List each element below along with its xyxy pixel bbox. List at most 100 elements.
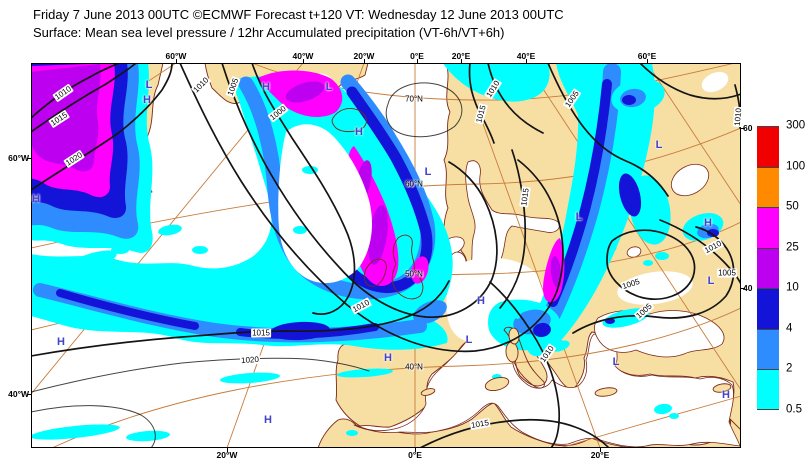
edge-label-left: 60°W <box>8 153 29 163</box>
isobar-label: 1010 <box>732 106 744 128</box>
pressure-center-high: H <box>384 352 392 364</box>
barents-gap <box>701 71 729 93</box>
chart-subtitle: Surface: Mean sea level pressure / 12hr … <box>33 25 505 40</box>
legend-value: 100 <box>786 159 806 172</box>
island-cyprus <box>712 383 732 393</box>
parallel-60n <box>32 127 740 249</box>
precip-spot <box>192 246 208 254</box>
precip-spot <box>669 413 679 419</box>
legend-segment <box>757 328 779 369</box>
parallel-40n <box>53 307 740 447</box>
latitude-label: 70°N <box>405 94 423 104</box>
isobar-label: 1015 <box>251 328 271 338</box>
pressure-center-high: H <box>704 217 712 229</box>
isobar-1020-closed <box>32 405 156 447</box>
tick-top <box>647 59 648 63</box>
chart-title: Friday 7 June 2013 00UTC ©ECMWF Forecast… <box>33 7 564 22</box>
tick-top <box>176 59 177 63</box>
isobar-1020-atlantic <box>32 357 370 393</box>
tick-left <box>27 158 31 159</box>
pressure-center-low: L <box>465 334 473 346</box>
precip-spot <box>337 368 393 378</box>
pressure-center-high: H <box>355 126 363 138</box>
tick-top <box>303 59 304 63</box>
latitude-label: 50°N <box>405 269 423 279</box>
map-canvas <box>32 64 740 447</box>
latitude-label: 40°N <box>405 362 423 372</box>
tick-top <box>461 59 462 63</box>
pressure-center-high: H <box>477 295 485 307</box>
island-crete <box>594 387 618 397</box>
isobar-1005-east-low <box>606 229 696 300</box>
precip-whitesea-blue4 <box>707 229 719 237</box>
edge-label-bottom: 20°W <box>216 450 238 460</box>
precip-spot <box>654 403 672 415</box>
pressure-center-low: L <box>424 166 432 178</box>
tick-left <box>27 394 31 395</box>
coast-ireland <box>363 258 387 287</box>
coast-detail-layer <box>331 107 732 397</box>
coast-iceland <box>331 107 367 133</box>
legend-segment <box>757 247 779 288</box>
legend-value: 50 <box>786 200 799 213</box>
coast-great-britain <box>391 234 424 300</box>
spiral-eye <box>278 124 372 284</box>
precip-spot <box>643 260 653 266</box>
precip-france-blue <box>413 300 447 324</box>
edge-label-top: 20°W <box>353 51 375 61</box>
precip-spot <box>655 252 669 260</box>
pressure-center-low: L <box>707 275 715 287</box>
meridian-40e <box>526 64 740 390</box>
precip-spot <box>140 266 160 274</box>
precip-spiral-cyan <box>32 76 453 350</box>
isobar-1010-right-edge <box>734 84 740 129</box>
isobar-1005-west <box>221 64 498 318</box>
precip-spot <box>32 424 120 440</box>
white-sea <box>670 163 710 197</box>
isobar-1015-africa <box>420 418 610 447</box>
tick-top <box>417 59 418 63</box>
legend-value: 4 <box>786 321 793 334</box>
pressure-center-low: L <box>612 356 620 368</box>
precip-ne-blue4 <box>622 95 636 105</box>
tick-right <box>741 288 745 289</box>
pressure-center-low: L <box>325 81 333 93</box>
tick-bottom <box>227 448 228 452</box>
pressure-center-high: H <box>143 94 151 106</box>
edge-label-right: 60 <box>743 123 753 133</box>
isobar-1010-scand <box>487 64 544 134</box>
isobar-1005-east <box>547 64 669 197</box>
edge-label-top: 0°E <box>410 51 424 61</box>
isobar-1010-russia <box>659 219 740 284</box>
legend-value: 10 <box>786 281 799 294</box>
island-sicily <box>484 376 510 392</box>
edge-label-top: 60°W <box>165 51 187 61</box>
pressure-center-low: L <box>655 139 663 151</box>
isobar-1015-atlantic <box>32 280 450 357</box>
precip-spot <box>293 226 307 234</box>
pressure-center-low: L <box>145 79 153 91</box>
edge-label-bottom: 20°E <box>590 450 610 460</box>
tick-bottom <box>600 448 601 452</box>
precip-spot <box>111 246 129 254</box>
precip-spot <box>346 430 358 436</box>
isobar-1015-baltic <box>499 149 527 309</box>
precip-spot <box>126 430 170 442</box>
edge-label-top: 40°E <box>516 51 536 61</box>
legend-segment <box>757 369 779 410</box>
precip-east-purple <box>550 256 562 288</box>
legend-color-bar <box>757 126 779 410</box>
pressure-center-high: H <box>722 389 730 401</box>
pressure-center-high: H <box>57 336 65 348</box>
latitude-label: 60°N <box>405 179 423 189</box>
edge-label-bottom: 0°E <box>408 450 422 460</box>
baltic-sea <box>465 160 560 285</box>
weather-map: 70°N 60°N 50°N 40°N 1010 1015 1020 1010 1005 1000… <box>31 63 744 448</box>
isobar-ne-top <box>639 64 740 100</box>
precip-spot <box>158 224 182 236</box>
legend-segment <box>757 207 779 248</box>
isobar-label: 1005 <box>717 268 737 278</box>
pressure-center-low: L <box>575 211 583 223</box>
edge-label-top: 60°E <box>637 51 657 61</box>
